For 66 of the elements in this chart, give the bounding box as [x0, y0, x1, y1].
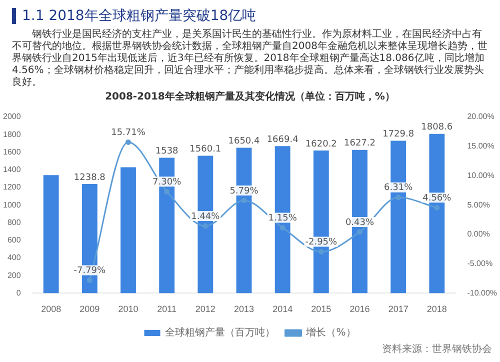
- bar: [43, 175, 59, 294]
- data-label: 1.15%: [268, 214, 298, 224]
- y-tick-label: 2000: [3, 112, 22, 122]
- point: [396, 194, 402, 200]
- data-label: 1627.2: [344, 138, 376, 149]
- legend-label: 全球粗钢产量（百万吨）: [165, 326, 276, 339]
- y2-tick-label: 0.00%: [467, 230, 490, 239]
- x-tick-label: 2017: [388, 304, 408, 314]
- data-label: 6.31%: [384, 183, 414, 194]
- x-tick-label: 2018: [426, 304, 447, 314]
- y-tick-label: 800: [7, 218, 22, 227]
- text: 资料来源：世界钢铁协会: [382, 342, 492, 356]
- point: [241, 198, 247, 204]
- y2-tick-label: 20.00%: [467, 112, 494, 122]
- data-label: 1238.8: [74, 172, 106, 183]
- data-label: 15.71%: [111, 128, 146, 138]
- chart-title: 1.1 2018年全球粗钢产量突破18亿吨: [22, 7, 256, 25]
- data-label: 1620.2: [305, 139, 337, 150]
- data-label: -2.95%: [305, 238, 338, 248]
- y2-tick-label: -10.00%: [467, 288, 497, 298]
- legend-label: 增长（%）: [305, 326, 356, 339]
- chart-subtitle: 2008-2018年全球粗钢产量及其变化情况（单位：百万吨，%）: [105, 90, 395, 103]
- data-label: 1560.1: [190, 144, 222, 155]
- x-tick-label: 2015: [311, 304, 332, 314]
- data-label: 7.30%: [152, 177, 182, 188]
- x-tick-label: 2009: [80, 304, 100, 314]
- data-label: 1808.6: [421, 122, 453, 133]
- data-label: -7.79%: [74, 266, 106, 276]
- point: [164, 188, 170, 194]
- y-tick-label: 400: [7, 253, 22, 262]
- x-tick-label: 2012: [195, 304, 216, 314]
- y-tick-label: 1600: [3, 147, 22, 156]
- data-label: 1650.4: [228, 136, 260, 147]
- y-tick-label: 1000: [3, 200, 22, 210]
- data-label: 1729.8: [382, 130, 414, 140]
- x-tick-label: 2011: [157, 304, 177, 314]
- data-label: 1538: [155, 146, 179, 157]
- y2-tick-label: 10.00%: [467, 170, 494, 180]
- x-tick-label: 2013: [234, 304, 254, 314]
- y2-tick-label: 5.00%: [467, 200, 490, 210]
- point: [86, 277, 92, 283]
- y-tick-label: 0: [16, 288, 22, 298]
- data-label: 5.79%: [230, 186, 259, 196]
- x-tick-label: 2008: [41, 304, 62, 314]
- text: 钢铁行业是国民经济的支柱产业，是关系国计民生的基础性行业。作为原材料工业，在国民经济中占有不可替代的地位。根据世界钢铁协会统计数据，全球粗钢产量自2008年金融危机以来整体呈现增长趋势，世界钢铁行业自2015年出现低迷后，近3年已经有所恢复。2018年全球粗钢产量高达18.086亿吨，同比增加4.56%；全球钢材价格稳定回升，回近合理水平；产能利用率稳步提高。总体来看，全球钢铁行业发展势头良好。: [11, 28, 488, 89]
- y-tick-label: 1800: [3, 130, 22, 139]
- point: [126, 139, 132, 145]
- data-label: 1.44%: [191, 212, 220, 222]
- x-tick-label: 2010: [118, 304, 138, 314]
- data-label: 0.43%: [345, 218, 374, 228]
- y2-tick-label: -5.00%: [467, 259, 493, 268]
- x-tick-label: 2016: [350, 304, 370, 314]
- bar: [120, 167, 136, 294]
- y2-tick-label: 15.00%: [467, 142, 494, 151]
- point: [318, 249, 324, 255]
- y-tick-label: 600: [7, 236, 22, 245]
- x-tick-label: 2014: [272, 304, 293, 314]
- data-label: 1669.4: [266, 134, 299, 145]
- y-tick-label: 1200: [3, 182, 22, 192]
- point: [434, 204, 440, 210]
- y-tick-label: 1400: [3, 165, 22, 174]
- point: [356, 229, 362, 235]
- y-tick-label: 200: [7, 270, 22, 280]
- point: [202, 223, 208, 229]
- data-label: 4.56%: [422, 194, 452, 204]
- point: [280, 224, 286, 230]
